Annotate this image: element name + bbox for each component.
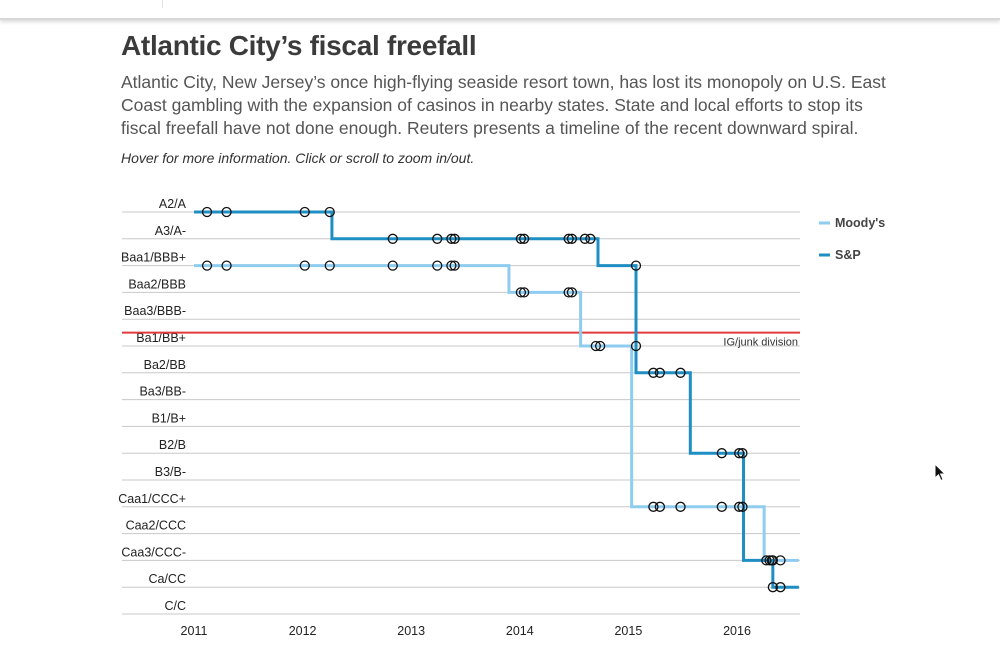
rating-event-marker-sp[interactable] — [566, 233, 578, 244]
rating-event-marker-moodys[interactable] — [563, 287, 574, 298]
y-tick-label: Caa3/CCC- — [121, 545, 186, 559]
y-tick-label: A2/A — [159, 197, 187, 211]
rating-event-marker-sp[interactable] — [563, 233, 574, 244]
y-tick-label: Ba3/BB- — [139, 385, 186, 399]
ig-junk-division-label: IG/junk division — [723, 337, 798, 349]
page-title: Atlantic City’s fiscal freefall — [121, 30, 477, 61]
y-tick-label: Baa1/BBB+ — [121, 251, 186, 265]
y-tick-label: B2/B — [159, 438, 186, 452]
y-tick-label: Caa2/CCC — [126, 519, 186, 533]
rating-event-marker-sp[interactable] — [648, 367, 659, 378]
rating-event-marker-moodys[interactable] — [299, 260, 310, 271]
rating-event-marker-sp[interactable] — [446, 233, 457, 244]
rating-event-marker-moodys[interactable] — [515, 287, 527, 298]
y-tick-label: B3/B- — [155, 465, 186, 479]
legend-label: S&P — [835, 248, 861, 262]
y-tick-label: Baa2/BBB — [128, 277, 186, 291]
y-tick-label: Ba2/BB — [144, 358, 186, 372]
rating-event-marker-moodys[interactable] — [387, 260, 398, 271]
rating-event-marker-moodys[interactable] — [716, 501, 727, 512]
x-tick-label: 2016 — [723, 624, 751, 638]
rating-event-marker-sp[interactable] — [449, 233, 460, 244]
x-tick-label: 2012 — [289, 624, 317, 638]
y-tick-label: Caa1/CCC+ — [118, 492, 186, 506]
rating-event-marker-moodys[interactable] — [518, 287, 530, 298]
rating-event-marker-sp[interactable] — [734, 448, 745, 459]
rating-event-marker-sp[interactable] — [630, 260, 642, 271]
ratings-step-chart[interactable]: A2/A A3/A- Baa1/BBB+ Baa2/BBB Baa3/BBB- Ba1/B… — [0, 180, 1000, 645]
rating-event-marker-moodys[interactable] — [737, 501, 748, 512]
y-tick-label: B1/B+ — [152, 411, 186, 425]
top-navigation-bar — [0, 0, 1000, 20]
rating-event-marker-sp[interactable] — [775, 582, 786, 593]
y-tick-label: Ca/CC — [148, 572, 186, 586]
rating-event-marker-sp[interactable] — [764, 555, 775, 566]
rating-event-marker-moodys[interactable] — [761, 555, 772, 566]
rating-event-marker-sp[interactable] — [515, 233, 527, 244]
rating-event-marker-moodys[interactable] — [432, 260, 443, 271]
y-tick-label: A3/A- — [155, 224, 186, 238]
page-description: Atlantic City, New Jersey’s once high-fl… — [121, 72, 886, 138]
rating-event-marker-moodys[interactable] — [201, 260, 213, 271]
x-tick-label: 2011 — [181, 624, 208, 638]
mouse-pointer-icon — [934, 463, 947, 482]
y-tick-label: Ba1/BB+ — [136, 331, 186, 345]
rating-event-marker-sp[interactable] — [387, 233, 398, 244]
rating-event-marker-sp[interactable] — [767, 555, 778, 566]
rating-event-marker-moodys[interactable] — [449, 260, 460, 271]
rating-event-marker-sp[interactable] — [201, 206, 213, 218]
nav-divider — [162, 0, 163, 8]
rating-event-marker-sp[interactable] — [299, 206, 310, 218]
rating-event-marker-moodys[interactable] — [590, 340, 601, 352]
rating-event-marker-sp[interactable] — [654, 367, 666, 378]
x-tick-label: 2015 — [614, 624, 642, 638]
rating-event-marker-moodys[interactable] — [595, 340, 606, 352]
rating-event-marker-moodys[interactable] — [675, 501, 686, 512]
rating-event-marker-sp[interactable] — [221, 206, 232, 218]
rating-event-marker-moodys[interactable] — [734, 501, 745, 512]
rating-event-marker-moodys[interactable] — [446, 260, 457, 271]
legend-label: Moody's — [835, 216, 885, 230]
y-tick-label: C/C — [164, 599, 186, 613]
rating-event-marker-moodys[interactable] — [630, 340, 642, 352]
rating-event-marker-sp[interactable] — [767, 582, 778, 593]
x-tick-label: 2014 — [506, 624, 534, 638]
rating-event-marker-moodys[interactable] — [566, 287, 578, 298]
rating-event-marker-sp[interactable] — [432, 233, 443, 244]
y-tick-label: Baa3/BBB- — [124, 304, 186, 318]
rating-event-marker-sp[interactable] — [518, 233, 530, 244]
rating-event-marker-sp[interactable] — [579, 233, 591, 244]
rating-event-marker-sp[interactable] — [737, 448, 748, 459]
rating-event-marker-sp[interactable] — [716, 448, 727, 459]
rating-event-marker-moodys[interactable] — [221, 260, 232, 271]
series-line-moodys — [194, 264, 799, 562]
rating-event-marker-moodys[interactable] — [654, 501, 666, 512]
interaction-hint: Hover for more information. Click or scr… — [121, 150, 475, 166]
x-tick-label: 2013 — [397, 624, 425, 638]
rating-event-marker-moodys[interactable] — [775, 555, 786, 566]
rating-event-marker-sp[interactable] — [585, 233, 596, 244]
rating-event-marker-sp[interactable] — [675, 367, 686, 378]
rating-event-marker-moodys[interactable] — [324, 260, 335, 271]
rating-event-marker-sp[interactable] — [324, 206, 335, 218]
rating-event-marker-moodys[interactable] — [648, 501, 659, 512]
